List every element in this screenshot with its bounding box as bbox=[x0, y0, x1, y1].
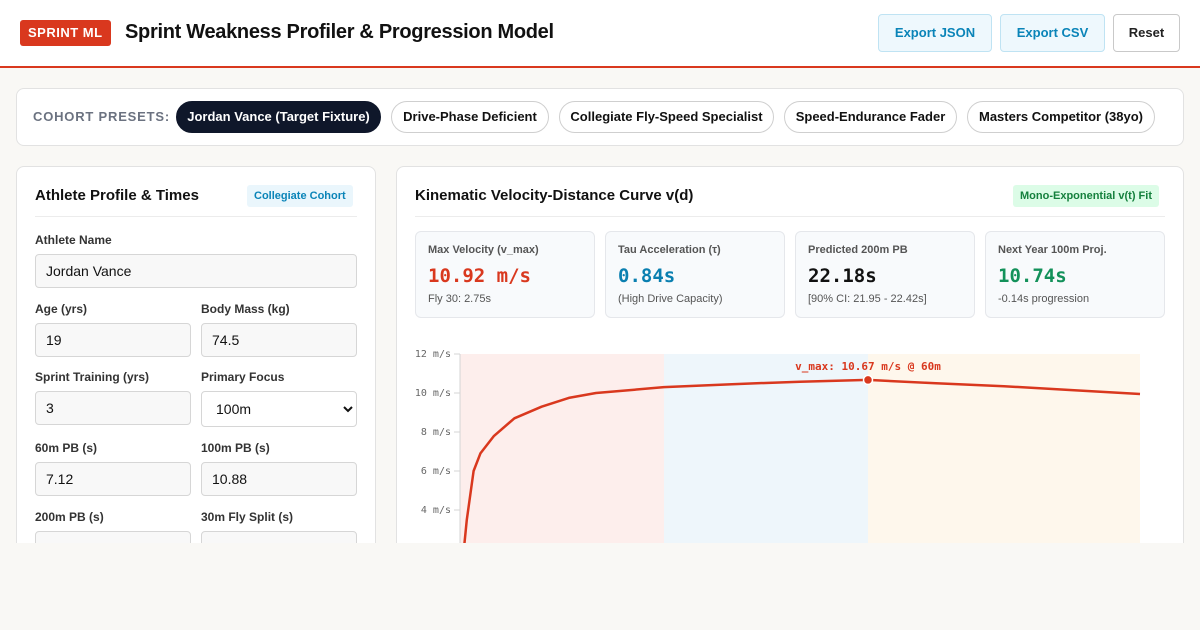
divider bbox=[415, 216, 1165, 217]
divider bbox=[35, 216, 357, 217]
field-label: Body Mass (kg) bbox=[201, 302, 290, 316]
preset-chip[interactable]: Speed-Endurance Fader bbox=[784, 101, 957, 133]
metric-note: -0.14s progression bbox=[998, 293, 1090, 305]
metric-value: 22.18s bbox=[808, 265, 877, 287]
text-input[interactable] bbox=[201, 531, 357, 543]
text-input[interactable] bbox=[35, 462, 191, 496]
cohort-badge: Collegiate Cohort bbox=[247, 185, 353, 207]
metric-note: (High Drive Capacity) bbox=[618, 293, 723, 305]
fit-badge: Mono-Exponential v(t) Fit bbox=[1013, 185, 1159, 207]
curve-title: Kinematic Velocity-Distance Curve v(d) bbox=[415, 187, 694, 204]
field-label: 30m Fly Split (s) bbox=[201, 510, 294, 524]
metric-value: 10.92 m/s bbox=[428, 265, 531, 287]
presets-label: COHORT PRESETS: bbox=[33, 109, 170, 124]
metric-label: Next Year 100m Proj. bbox=[998, 244, 1107, 256]
metric-card: Predicted 200m PB 22.18s [90% CI: 21.95 - … bbox=[795, 231, 975, 318]
metric-label: Max Velocity (v_max) bbox=[428, 244, 539, 256]
app-title: Sprint Weakness Profiler & Progression M… bbox=[125, 21, 554, 43]
export-json-button[interactable]: Export JSON bbox=[878, 14, 992, 52]
metric-card: Tau Acceleration (τ) 0.84s (High Drive Cap… bbox=[605, 231, 785, 318]
metric-card: Max Velocity (v_max) 10.92 m/s Fly 30: 2.7… bbox=[415, 231, 595, 318]
metric-card: Next Year 100m Proj. 10.74s -0.14s progres… bbox=[985, 231, 1165, 318]
profile-title: Athlete Profile & Times bbox=[35, 187, 199, 204]
y-tick-label: 4 m/s bbox=[421, 505, 451, 516]
field-label: Athlete Name bbox=[35, 233, 112, 247]
reset-button[interactable]: Reset bbox=[1113, 14, 1180, 52]
text-input[interactable] bbox=[201, 323, 357, 357]
metric-note: [90% CI: 21.95 - 22.42s] bbox=[808, 293, 927, 305]
field-label: 200m PB (s) bbox=[35, 510, 104, 524]
y-tick-label: 12 m/s bbox=[415, 349, 451, 360]
text-input[interactable] bbox=[35, 254, 357, 288]
preset-chip[interactable]: Collegiate Fly-Speed Specialist bbox=[559, 101, 774, 133]
field-label: Age (yrs) bbox=[35, 302, 88, 316]
peak-point bbox=[862, 374, 874, 386]
text-input[interactable] bbox=[201, 462, 357, 496]
preset-chip[interactable]: Jordan Vance (Target Fixture) bbox=[176, 101, 381, 133]
text-input[interactable] bbox=[35, 531, 191, 543]
metric-value: 10.74s bbox=[998, 265, 1067, 287]
peak-annotation: v_max: 10.67 m/s @ 60m bbox=[795, 360, 941, 373]
velocity-curve bbox=[463, 378, 1141, 543]
brand-badge: SPRINT ML bbox=[20, 20, 111, 46]
field-label: Primary Focus bbox=[201, 370, 285, 384]
metric-label: Predicted 200m PB bbox=[808, 244, 908, 256]
field-label: 60m PB (s) bbox=[35, 441, 98, 455]
metric-label: Tau Acceleration (τ) bbox=[618, 244, 721, 256]
y-tick-label: 8 m/s bbox=[421, 427, 451, 438]
velocity-chart: 4 m/s 6 m/s 8 m/s 10 m/s 12 m/s v_max: 10.67 … bbox=[415, 349, 1141, 543]
preset-chip[interactable]: Drive-Phase Deficient bbox=[391, 101, 549, 133]
metric-value: 0.84s bbox=[618, 265, 676, 287]
curve-card: 4 m/s 6 m/s 8 m/s 10 m/s 12 m/s v_max: 10.67 … bbox=[396, 166, 1184, 543]
field-label: 100m PB (s) bbox=[201, 441, 270, 455]
metric-note: Fly 30: 2.75s bbox=[428, 293, 491, 305]
y-tick-label: 10 m/s bbox=[415, 388, 451, 399]
export-csv-button[interactable]: Export CSV bbox=[1000, 14, 1105, 52]
field-label: Sprint Training (yrs) bbox=[35, 370, 150, 384]
preset-chip[interactable]: Masters Competitor (38yo) bbox=[967, 101, 1155, 133]
y-tick-label: 6 m/s bbox=[421, 466, 451, 477]
text-input[interactable] bbox=[35, 323, 191, 357]
focus-select[interactable]: 100m bbox=[201, 391, 357, 427]
viewport: SPRINT ML Sprint Weakness Profiler & Pro… bbox=[0, 14, 1200, 543]
text-input[interactable] bbox=[35, 391, 191, 425]
phase-zone bbox=[460, 354, 664, 543]
